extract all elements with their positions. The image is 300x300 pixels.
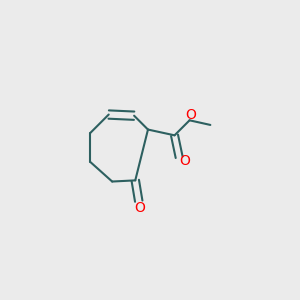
Text: O: O	[179, 154, 190, 168]
Text: O: O	[134, 201, 145, 214]
Text: O: O	[185, 107, 196, 122]
